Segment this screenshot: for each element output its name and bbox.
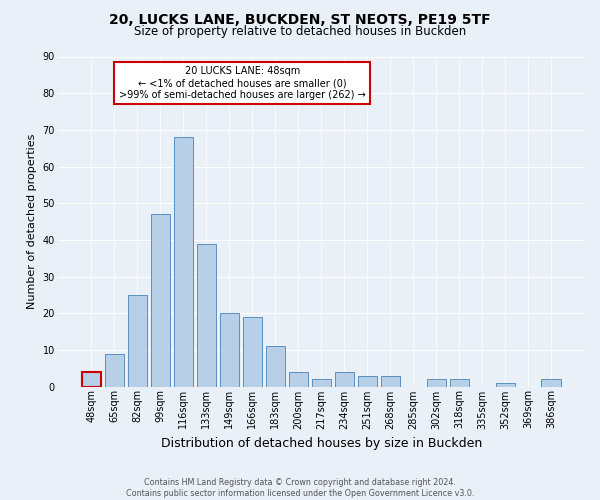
X-axis label: Distribution of detached houses by size in Buckden: Distribution of detached houses by size … bbox=[161, 437, 482, 450]
Bar bbox=[311, 379, 331, 386]
Bar bbox=[289, 372, 308, 386]
Bar bbox=[173, 137, 193, 386]
Bar bbox=[541, 379, 561, 386]
Bar bbox=[151, 214, 170, 386]
Bar bbox=[220, 313, 239, 386]
Bar bbox=[82, 372, 101, 386]
Bar bbox=[496, 383, 515, 386]
Bar bbox=[242, 317, 262, 386]
Bar bbox=[427, 379, 446, 386]
Text: 20, LUCKS LANE, BUCKDEN, ST NEOTS, PE19 5TF: 20, LUCKS LANE, BUCKDEN, ST NEOTS, PE19 … bbox=[109, 12, 491, 26]
Text: 20 LUCKS LANE: 48sqm
← <1% of detached houses are smaller (0)
>99% of semi-detac: 20 LUCKS LANE: 48sqm ← <1% of detached h… bbox=[119, 66, 365, 100]
Bar bbox=[449, 379, 469, 386]
Bar bbox=[335, 372, 354, 386]
Text: Contains HM Land Registry data © Crown copyright and database right 2024.
Contai: Contains HM Land Registry data © Crown c… bbox=[126, 478, 474, 498]
Bar bbox=[104, 354, 124, 386]
Bar bbox=[128, 295, 147, 386]
Bar bbox=[358, 376, 377, 386]
Y-axis label: Number of detached properties: Number of detached properties bbox=[27, 134, 37, 309]
Bar bbox=[266, 346, 285, 387]
Bar bbox=[380, 376, 400, 386]
Text: Size of property relative to detached houses in Buckden: Size of property relative to detached ho… bbox=[134, 25, 466, 38]
Bar bbox=[197, 244, 216, 386]
